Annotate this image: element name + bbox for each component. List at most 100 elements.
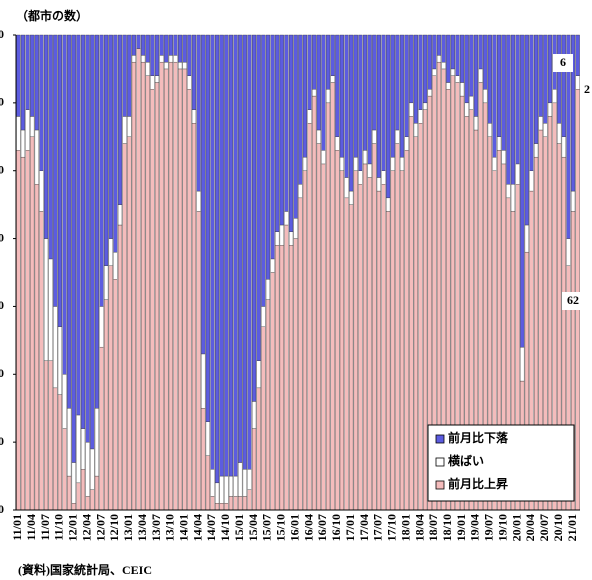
bar-segment [233,475,238,497]
bar-segment [427,89,432,97]
bar-segment [335,34,340,137]
bar-segment [85,34,90,443]
x-tick-label: 15/10 [274,514,288,541]
bar-segment [76,34,81,416]
bar-segment [108,265,113,511]
bar-segment [325,34,331,90]
bar-segment [275,34,280,232]
bar-segment [219,503,224,511]
bar-segment [399,156,405,171]
bar-segment [325,102,331,511]
bar-segment [362,34,368,151]
legend-box [427,424,575,502]
bar-segment [455,75,460,83]
bar-segment [575,75,580,90]
bar-segment [39,170,44,212]
x-tick-label: 13/01 [121,514,135,541]
bar-segment [427,34,432,90]
bar-segment [43,34,49,239]
source: (資料)国家統計局、CEIC [18,562,152,577]
bar-segment [219,34,224,477]
chart-title: （都市の数） [16,8,88,23]
bar-segment [473,116,479,131]
bar-segment [215,482,220,504]
bar-segment [215,34,220,484]
bar-segment [321,163,326,511]
bar-segment [395,143,400,511]
legend-swatch [435,480,445,490]
x-tick-label: 11/10 [52,514,66,541]
bar-segment [145,34,150,63]
bar-segment [298,197,303,511]
bar-segment [80,34,86,429]
bar-segment [205,455,210,511]
bar-segment [464,34,469,104]
bar-segment [25,34,30,110]
x-tick-label: 18/10 [440,514,454,541]
bar-segment [307,123,312,511]
bar-segment [34,34,39,131]
x-tick-label: 14/07 [204,514,218,541]
x-tick-label: 11/01 [10,514,24,541]
x-tick-label: 20/01 [509,514,523,541]
bar-segment [270,272,275,511]
bar-segment [122,34,127,117]
x-tick-label: 12/01 [66,514,80,541]
x-tick-label: 13/10 [163,514,177,541]
bar-segment [242,496,247,511]
x-tick-label: 19/04 [468,514,482,541]
x-tick-label: 20/04 [523,514,537,541]
bar-segment [205,421,210,456]
bar-segment [376,190,381,511]
bar-segment [173,55,178,63]
bar-segment [330,34,335,76]
legend-label: 前月比下落 [448,430,509,445]
bar-segment [247,34,252,470]
bar-segment [473,34,479,117]
bar-segment [270,34,275,260]
bar-segment [524,224,529,253]
bar-segment [358,170,363,185]
bar-segment [483,89,488,104]
x-tick-label: 19/10 [495,514,509,541]
bar-segment [298,34,303,185]
bar-segment [247,489,252,511]
bar-segment [20,34,26,131]
bar-segment [487,123,492,137]
bar-segment [90,448,95,490]
bar-segment [30,136,35,511]
bar-segment [469,34,474,97]
bar-segment [409,102,414,117]
bar-segment [196,34,201,192]
bar-segment [224,503,229,511]
bar-segment [390,34,395,158]
bar-segment [367,177,372,511]
x-tick-label: 18/01 [398,514,412,541]
bar-segment [224,475,229,504]
bar-segment [413,123,418,137]
bar-segment [251,34,257,402]
bar-segment [330,82,335,511]
bar-segment [302,156,308,171]
bar-segment [80,428,86,470]
bar-segment [80,469,86,511]
bar-segment [432,68,437,76]
bar-segment [515,34,520,165]
bar-segment [256,360,261,389]
x-tick-label: 15/01 [232,514,246,541]
bar-segment [25,150,30,511]
bar-segment [316,34,321,131]
bar-segment [497,34,502,137]
bar-segment [256,387,261,511]
bar-segment [418,123,423,511]
bar-segment [353,170,358,511]
bar-segment [381,170,386,185]
bar-segment [251,401,257,429]
bar-segment [159,34,164,56]
bar-segment [298,184,303,199]
bar-segment [131,61,136,511]
legend-label: 前月比上昇 [448,476,508,491]
x-tick-label: 17/01 [343,514,357,541]
x-tick-label: 13/07 [149,514,163,541]
